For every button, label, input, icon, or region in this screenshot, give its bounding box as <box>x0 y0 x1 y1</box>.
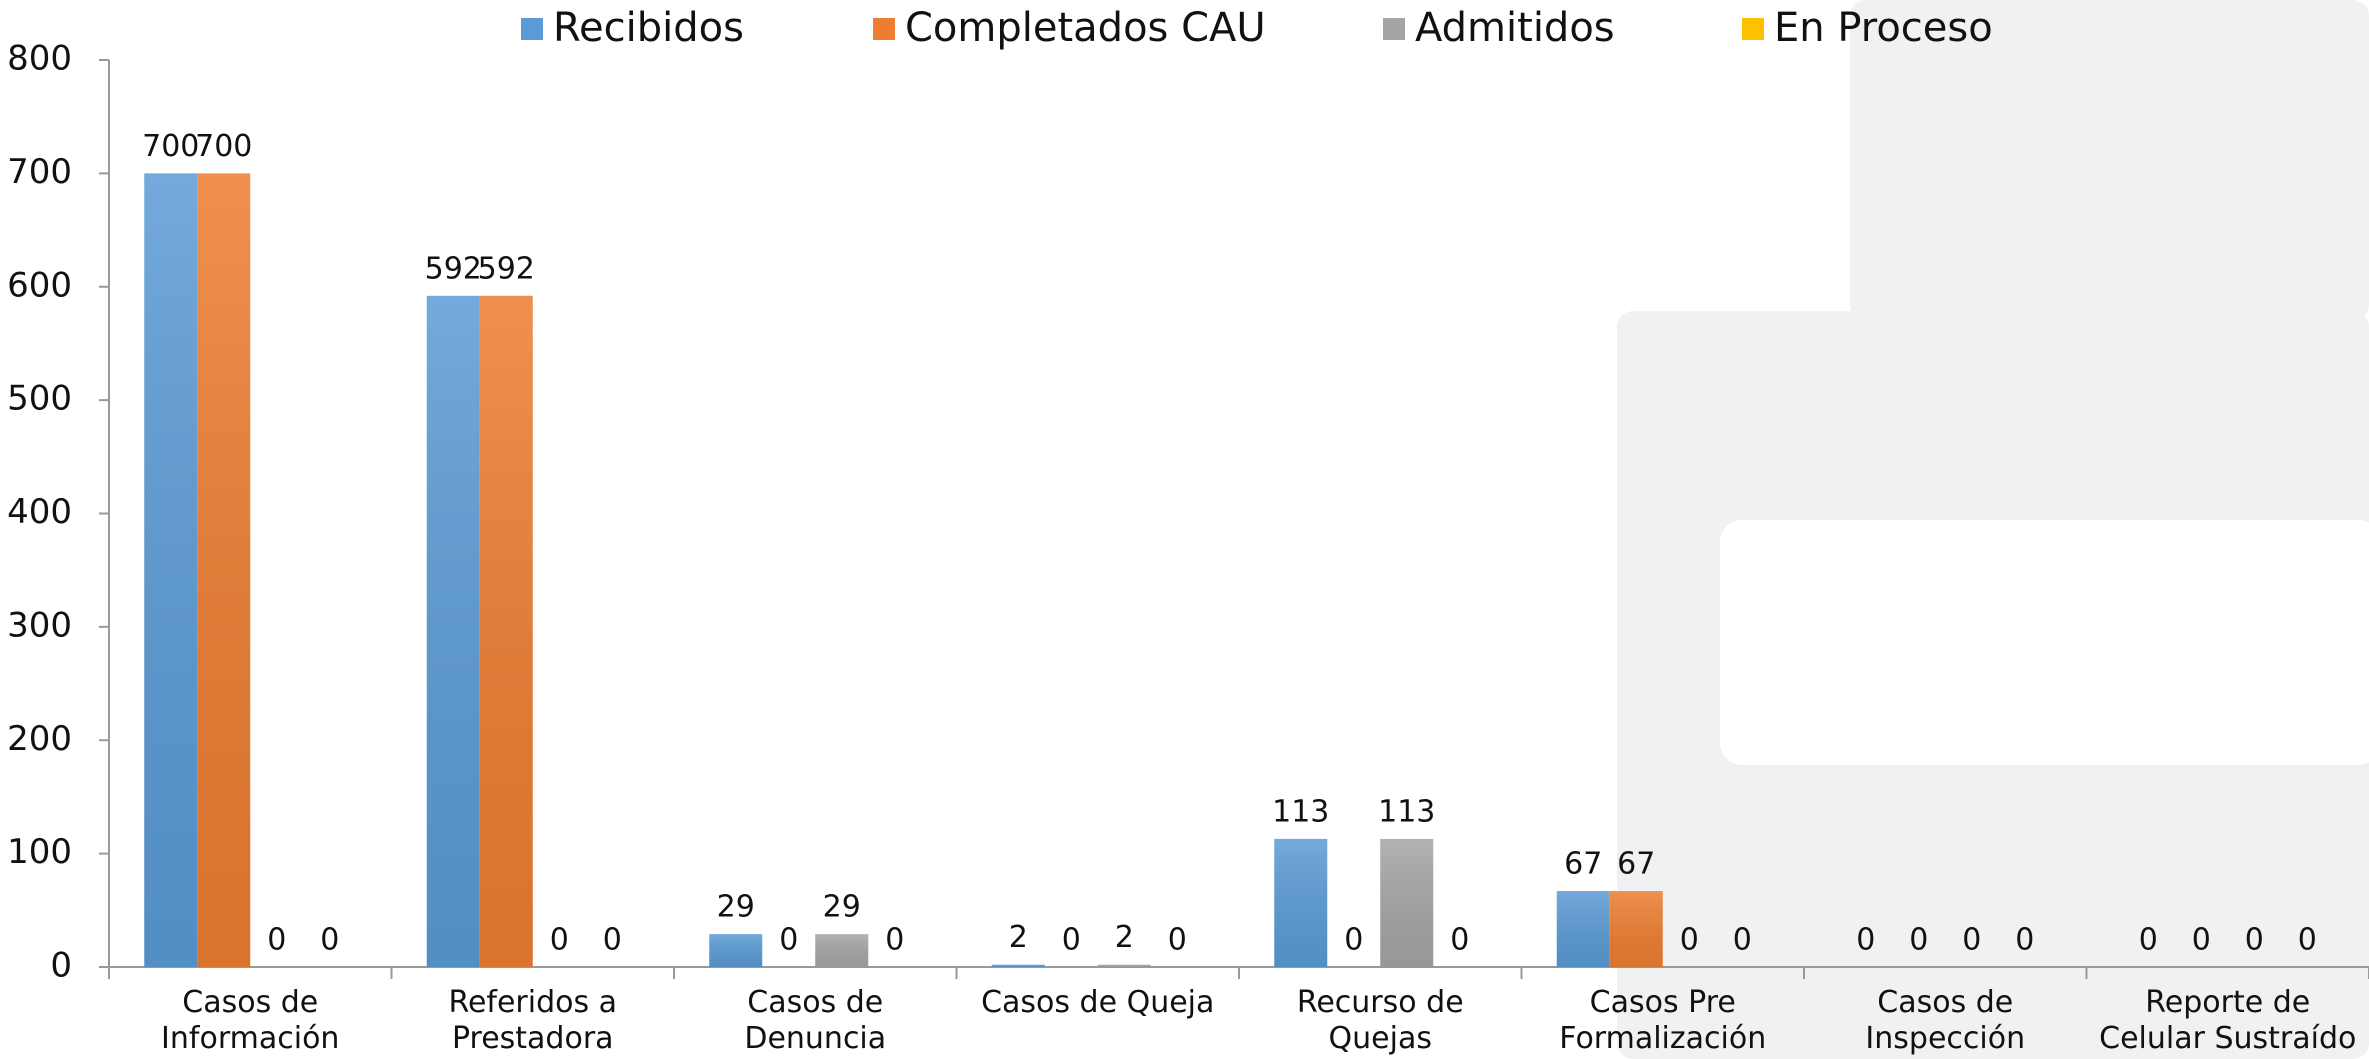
data-label: 29 <box>717 890 755 925</box>
data-label: 0 <box>1909 923 1928 958</box>
y-tick-label: 100 <box>7 832 72 872</box>
data-label: 113 <box>1378 794 1435 829</box>
data-label: 0 <box>550 923 569 958</box>
x-tick-label: Reporte de Celular Sustraído <box>2099 985 2357 1056</box>
data-label: 2 <box>1009 920 1028 955</box>
data-label: 0 <box>267 923 286 958</box>
bar-shade <box>1380 838 1434 967</box>
data-label: 700 <box>195 129 252 164</box>
bar-shade <box>197 173 251 967</box>
y-tick-label: 0 <box>50 946 72 986</box>
legend-label: Recibidos <box>553 5 744 51</box>
data-label: 113 <box>1272 794 1329 829</box>
background-shape <box>1850 0 2369 320</box>
bar-shade <box>709 934 763 967</box>
bar-shade <box>144 173 198 967</box>
data-label: 592 <box>425 251 482 286</box>
data-label: 0 <box>1344 923 1363 958</box>
bar-shade <box>815 934 869 967</box>
data-label: 0 <box>603 923 622 958</box>
bar-shade <box>479 295 533 967</box>
data-label: 0 <box>2245 923 2264 958</box>
data-label: 0 <box>2192 923 2211 958</box>
data-label: 0 <box>320 923 339 958</box>
legend-label: Completados CAU <box>905 5 1266 51</box>
legend-swatch <box>1742 18 1764 40</box>
data-label: 0 <box>1856 923 1875 958</box>
y-tick-label: 700 <box>7 152 72 192</box>
data-label: 0 <box>1450 923 1469 958</box>
data-label: 67 <box>1564 847 1602 882</box>
x-tick-label: Casos de Información <box>161 985 340 1056</box>
data-label: 2 <box>1115 920 1134 955</box>
x-tick-label: Casos Pre Formalización <box>1559 985 1767 1056</box>
legend-label: En Proceso <box>1774 5 1993 51</box>
data-label: 0 <box>1962 923 1981 958</box>
bar-shade <box>991 964 1045 967</box>
x-tick-label: Casos de Queja <box>981 985 1215 1020</box>
bar-shade <box>1097 964 1151 967</box>
bar-shade <box>1609 891 1663 967</box>
bar-shade <box>426 295 480 967</box>
data-label: 0 <box>1680 923 1699 958</box>
data-label: 0 <box>885 923 904 958</box>
y-tick-label: 800 <box>7 39 72 79</box>
legend-swatch <box>1383 18 1405 40</box>
y-tick-label: 500 <box>7 379 72 419</box>
y-tick-label: 600 <box>7 265 72 305</box>
legend-label: Admitidos <box>1415 5 1615 51</box>
legend-swatch <box>873 18 895 40</box>
data-label: 0 <box>2139 923 2158 958</box>
x-tick-label: Referidos a Prestadora <box>448 985 618 1056</box>
data-label: 700 <box>142 129 199 164</box>
data-label: 0 <box>1733 923 1752 958</box>
data-label: 592 <box>478 251 535 286</box>
x-tick-label: Casos de Denuncia <box>744 985 887 1056</box>
background-panel <box>1720 520 2369 765</box>
data-label: 29 <box>823 890 861 925</box>
x-tick-label: Recurso de Quejas <box>1296 985 1464 1056</box>
data-label: 0 <box>1168 923 1187 958</box>
data-label: 67 <box>1617 847 1655 882</box>
bar-shade <box>1274 838 1328 967</box>
legend-swatch <box>521 18 543 40</box>
data-label: 0 <box>1062 923 1081 958</box>
data-label: 0 <box>2298 923 2317 958</box>
y-tick-label: 200 <box>7 719 72 759</box>
bar-shade <box>1556 891 1610 967</box>
y-tick-label: 300 <box>7 605 72 645</box>
x-tick-label: Casos de Inspección <box>1865 985 2026 1056</box>
data-label: 0 <box>779 923 798 958</box>
data-label: 0 <box>2015 923 2034 958</box>
y-tick-label: 400 <box>7 492 72 532</box>
